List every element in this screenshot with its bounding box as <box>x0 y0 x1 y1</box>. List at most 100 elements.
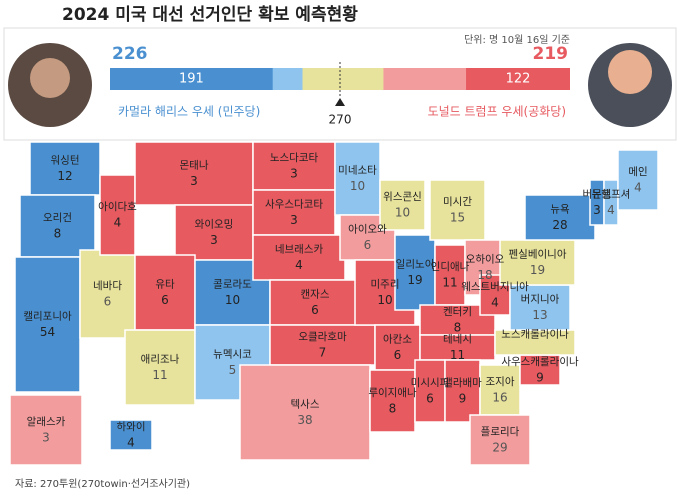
state <box>499 239 576 286</box>
state-name: 네브래스카 <box>275 244 324 256</box>
state-votes: 11 <box>442 276 457 290</box>
state-name: 오리건 <box>43 212 72 224</box>
state <box>269 279 361 326</box>
state-votes: 4 <box>127 436 135 450</box>
state-name: 와이오밍 <box>195 219 234 231</box>
state-votes: 8 <box>389 402 397 416</box>
state <box>494 329 576 356</box>
state-votes: 29 <box>492 441 507 455</box>
threshold-label: 270 <box>329 113 352 127</box>
state-votes: 11 <box>152 368 167 382</box>
state-name: 사우스캐롤라이나 <box>501 356 579 368</box>
state-votes: 9 <box>536 371 544 385</box>
state-votes: 11 <box>450 348 465 362</box>
state-votes: 28 <box>552 218 567 232</box>
state-votes: 13 <box>532 308 547 322</box>
state-name: 일리노이 <box>396 258 435 271</box>
state <box>334 141 381 216</box>
state <box>99 174 136 256</box>
rep-safe-label: 122 <box>506 72 531 87</box>
state <box>174 204 254 261</box>
state <box>519 354 561 386</box>
state-votes: 4 <box>607 203 615 217</box>
state-votes: 6 <box>394 348 402 362</box>
state-name: 메인 <box>628 166 647 178</box>
state <box>469 414 531 466</box>
map: 워싱턴12오리건8캘리포니아54네바다6아이다호4몬태나3와이오밍3유타6애리조… <box>9 141 659 466</box>
state-name: 미시시피 <box>411 377 450 389</box>
state-votes: 16 <box>492 391 507 405</box>
state-name: 아이다호 <box>98 201 137 213</box>
state-votes: 8 <box>54 227 62 241</box>
state-votes: 3 <box>593 203 601 217</box>
state-name: 버몬트 <box>583 189 612 201</box>
state-name: 인디애나 <box>431 261 470 273</box>
state-votes: 6 <box>426 392 434 406</box>
state-votes: 6 <box>161 293 169 307</box>
state-name: 노스다코타 <box>270 152 319 164</box>
state-votes: 3 <box>190 174 198 188</box>
state-votes: 19 <box>407 273 422 287</box>
state-name: 오클라호마 <box>298 331 347 343</box>
state-name: 테네시 <box>443 334 472 346</box>
state-votes: 8 <box>454 321 462 335</box>
state-votes: 3 <box>210 233 218 247</box>
state <box>109 419 153 451</box>
state-name: 몬태나 <box>180 160 209 172</box>
state-name: 사우스다코타 <box>265 199 323 211</box>
state-name: 아칸소 <box>383 334 412 346</box>
state <box>369 369 416 433</box>
state-name: 루이지애나 <box>368 387 417 399</box>
dem-label: 카멀라 해리스 우세 (민주당) <box>118 105 260 119</box>
state <box>9 394 83 466</box>
state <box>239 364 371 461</box>
state-votes: 6 <box>104 295 112 309</box>
state-votes: 4 <box>634 181 642 195</box>
state-votes: 38 <box>297 413 312 427</box>
state-name: 버지니아 <box>521 294 560 306</box>
harris-face <box>30 58 70 98</box>
state-name: 미네소타 <box>338 165 377 177</box>
state <box>617 149 659 211</box>
state-name: 웨스트버지니아 <box>461 281 529 293</box>
state-votes: 4 <box>491 296 499 310</box>
state <box>374 324 421 371</box>
rep-label: 도널드 트럼프 우세(공화당) <box>428 105 566 119</box>
source: 자료: 270투윈(270towin·선거조사기관) <box>15 478 190 490</box>
threshold-arrow <box>335 98 345 106</box>
state <box>29 141 101 196</box>
state-name: 플로리다 <box>481 426 520 438</box>
state-name: 뉴멕시코 <box>213 349 252 361</box>
state-votes: 12 <box>57 169 72 183</box>
state-votes: 10 <box>350 179 365 193</box>
unit-note: 단위: 명 10월 16일 기준 <box>464 33 570 46</box>
state <box>444 359 481 423</box>
state-votes: 10 <box>377 293 392 307</box>
state-votes: 15 <box>450 211 465 225</box>
state-name: 캘리포니아 <box>23 311 72 323</box>
state-name: 아이오와 <box>348 224 387 236</box>
dem-safe-label: 191 <box>179 72 204 87</box>
state <box>252 141 336 191</box>
state-votes: 7 <box>319 346 327 360</box>
state-votes: 5 <box>229 363 237 377</box>
bar-dem-safe <box>110 68 273 90</box>
state <box>14 256 81 393</box>
state <box>414 359 446 423</box>
state-name: 위스콘신 <box>383 190 422 203</box>
state-votes: 9 <box>459 392 467 406</box>
state-votes: 4 <box>295 258 303 272</box>
dem-total-label: 226 <box>112 44 148 64</box>
state-votes: 4 <box>114 216 122 230</box>
state-name: 오하이오 <box>466 253 505 266</box>
tally-bar: 191 122 226 219 270 카멀라 해리스 우세 (민주당) 도널드 트럼프 우… <box>110 44 570 127</box>
state-name: 콜로라도 <box>213 279 252 291</box>
state-name: 펜실베이니아 <box>509 249 567 261</box>
state-name: 노스캐롤라이나 <box>501 329 569 341</box>
state-votes: 3 <box>290 167 298 181</box>
state-votes: 6 <box>311 303 319 317</box>
state-votes: 18 <box>477 268 492 282</box>
state-name: 뉴햄프셔 <box>592 189 631 201</box>
